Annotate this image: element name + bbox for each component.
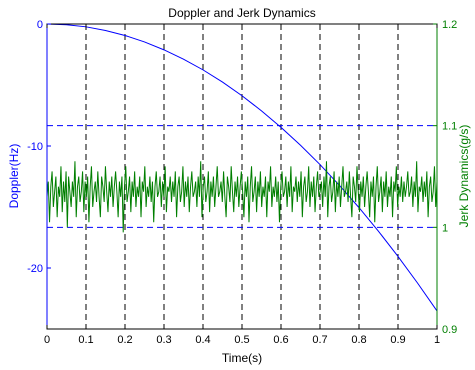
y-right-tick-label: 1.1 [442, 121, 457, 133]
jerk-series-line [46, 161, 438, 233]
series-layer [46, 23, 438, 312]
chart-title: Doppler and Jerk Dynamics [168, 6, 315, 20]
x-tick-label: 0.7 [312, 334, 327, 346]
y-left-tick-label: -20 [27, 263, 43, 275]
x-tick-label: 0.1 [78, 334, 93, 346]
doppler-series-line [46, 23, 438, 312]
y-left-tick-label: 0 [37, 19, 43, 31]
x-tick-label: 0 [44, 334, 50, 346]
x-tick-label: 0.3 [156, 334, 171, 346]
y-right-tick-label: 1.2 [442, 19, 457, 31]
x-tick-label: 1 [434, 334, 440, 346]
x-axis-label: Time(s) [222, 351, 262, 365]
x-axis: 0 0.1 0.2 0.3 0.4 0.5 0.6 0.7 0.8 0.9 1 [44, 24, 440, 346]
x-tick-label: 0.8 [351, 334, 366, 346]
y-right-axis-label: Jerk Dynamics(g/s) [457, 125, 471, 228]
left-axis: 0 -10 -20 [27, 19, 51, 329]
x-tick-label: 0.2 [117, 334, 132, 346]
y-right-tick-label: 1 [442, 222, 448, 234]
x-tick-label: 0.9 [390, 334, 405, 346]
y-left-tick-label: -10 [27, 141, 43, 153]
y-right-tick-label: 0.9 [442, 324, 457, 336]
x-tick-label: 0.4 [195, 334, 210, 346]
x-tick-label: 0.6 [273, 334, 288, 346]
x-tick-label: 0.5 [234, 334, 249, 346]
y-left-axis-label: Doppler(Hz) [7, 144, 21, 209]
right-axis: 1 1.1 1.2 0.9 [433, 19, 457, 336]
